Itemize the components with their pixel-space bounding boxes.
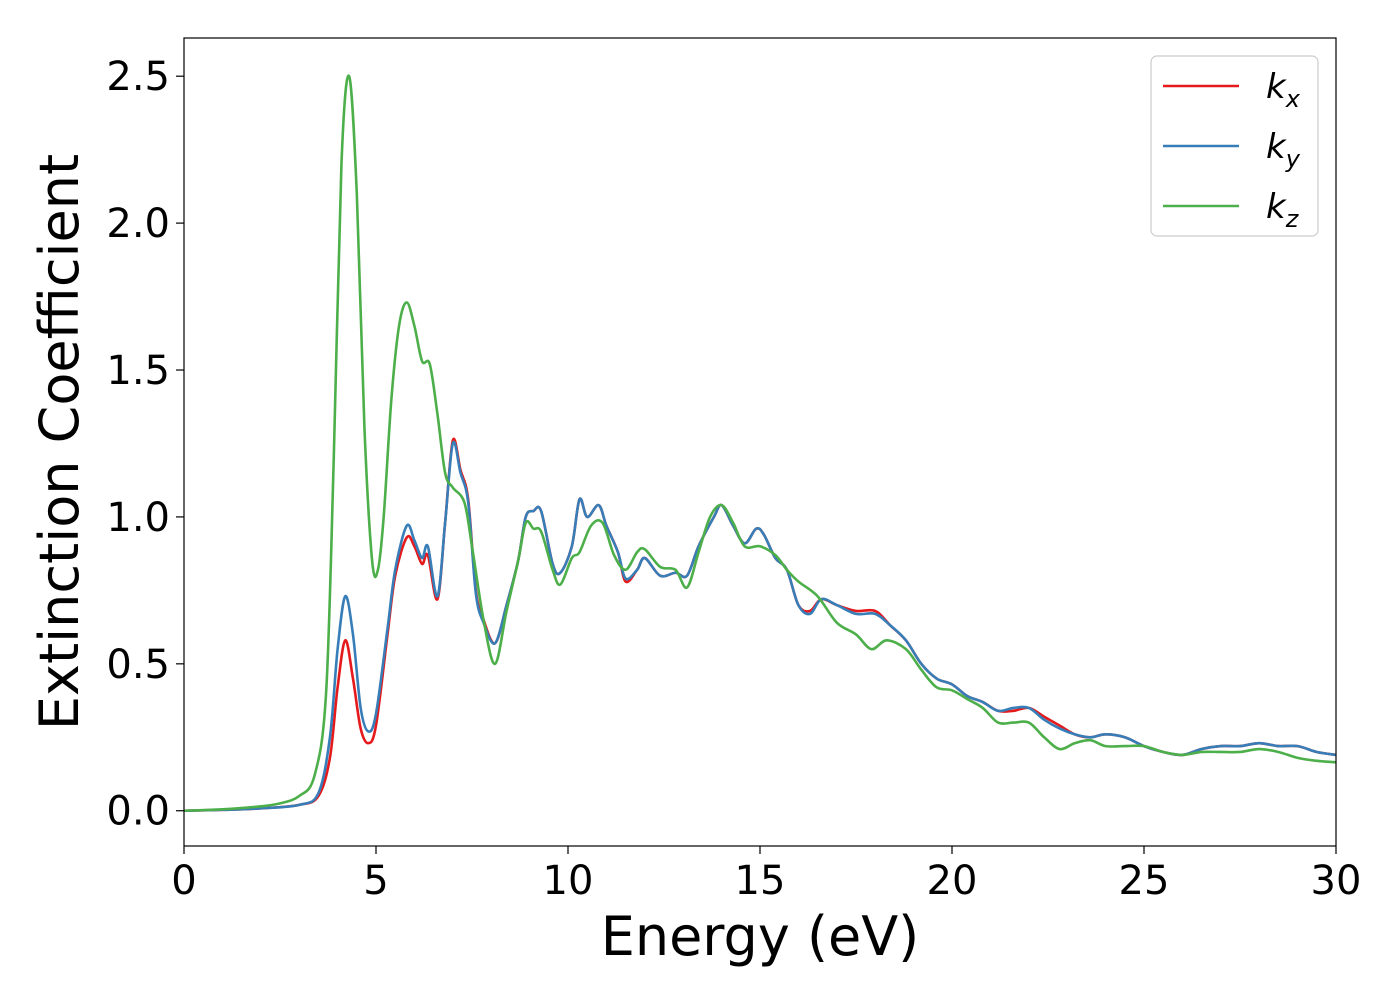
x-tick-label: 15 bbox=[735, 858, 786, 904]
y-axis-label: Extinction Coefficient bbox=[28, 154, 91, 730]
y-axis-ticks: 0.0 0.5 1.0 1.5 2.0 2.5 bbox=[106, 54, 184, 835]
y-tick-label: 2.0 bbox=[106, 201, 170, 247]
y-tick-label: 2.5 bbox=[106, 54, 170, 100]
series-layer bbox=[184, 74, 1336, 813]
legend: kx ky kz bbox=[1150, 55, 1319, 237]
y-tick-label: 1.0 bbox=[106, 495, 170, 541]
series-line-z bbox=[184, 74, 1336, 813]
legend-label-z: kz bbox=[1266, 187, 1300, 233]
x-tick-label: 5 bbox=[363, 858, 388, 904]
y-tick-label: 0.0 bbox=[106, 789, 170, 835]
y-tick-label: 0.5 bbox=[106, 642, 170, 688]
legend-label-x: kx bbox=[1266, 67, 1301, 113]
x-tick-label: 20 bbox=[927, 858, 978, 904]
x-axis-ticks: 0 5 10 15 20 25 30 bbox=[171, 846, 1361, 904]
legend-label-y: ky bbox=[1266, 127, 1301, 173]
x-tick-label: 0 bbox=[171, 858, 196, 904]
x-tick-label: 10 bbox=[543, 858, 594, 904]
x-tick-label: 25 bbox=[1119, 858, 1170, 904]
x-tick-label: 30 bbox=[1311, 858, 1362, 904]
x-axis-label: Energy (eV) bbox=[601, 905, 920, 968]
y-tick-label: 1.5 bbox=[106, 348, 170, 394]
series-line-y bbox=[184, 440, 1336, 813]
